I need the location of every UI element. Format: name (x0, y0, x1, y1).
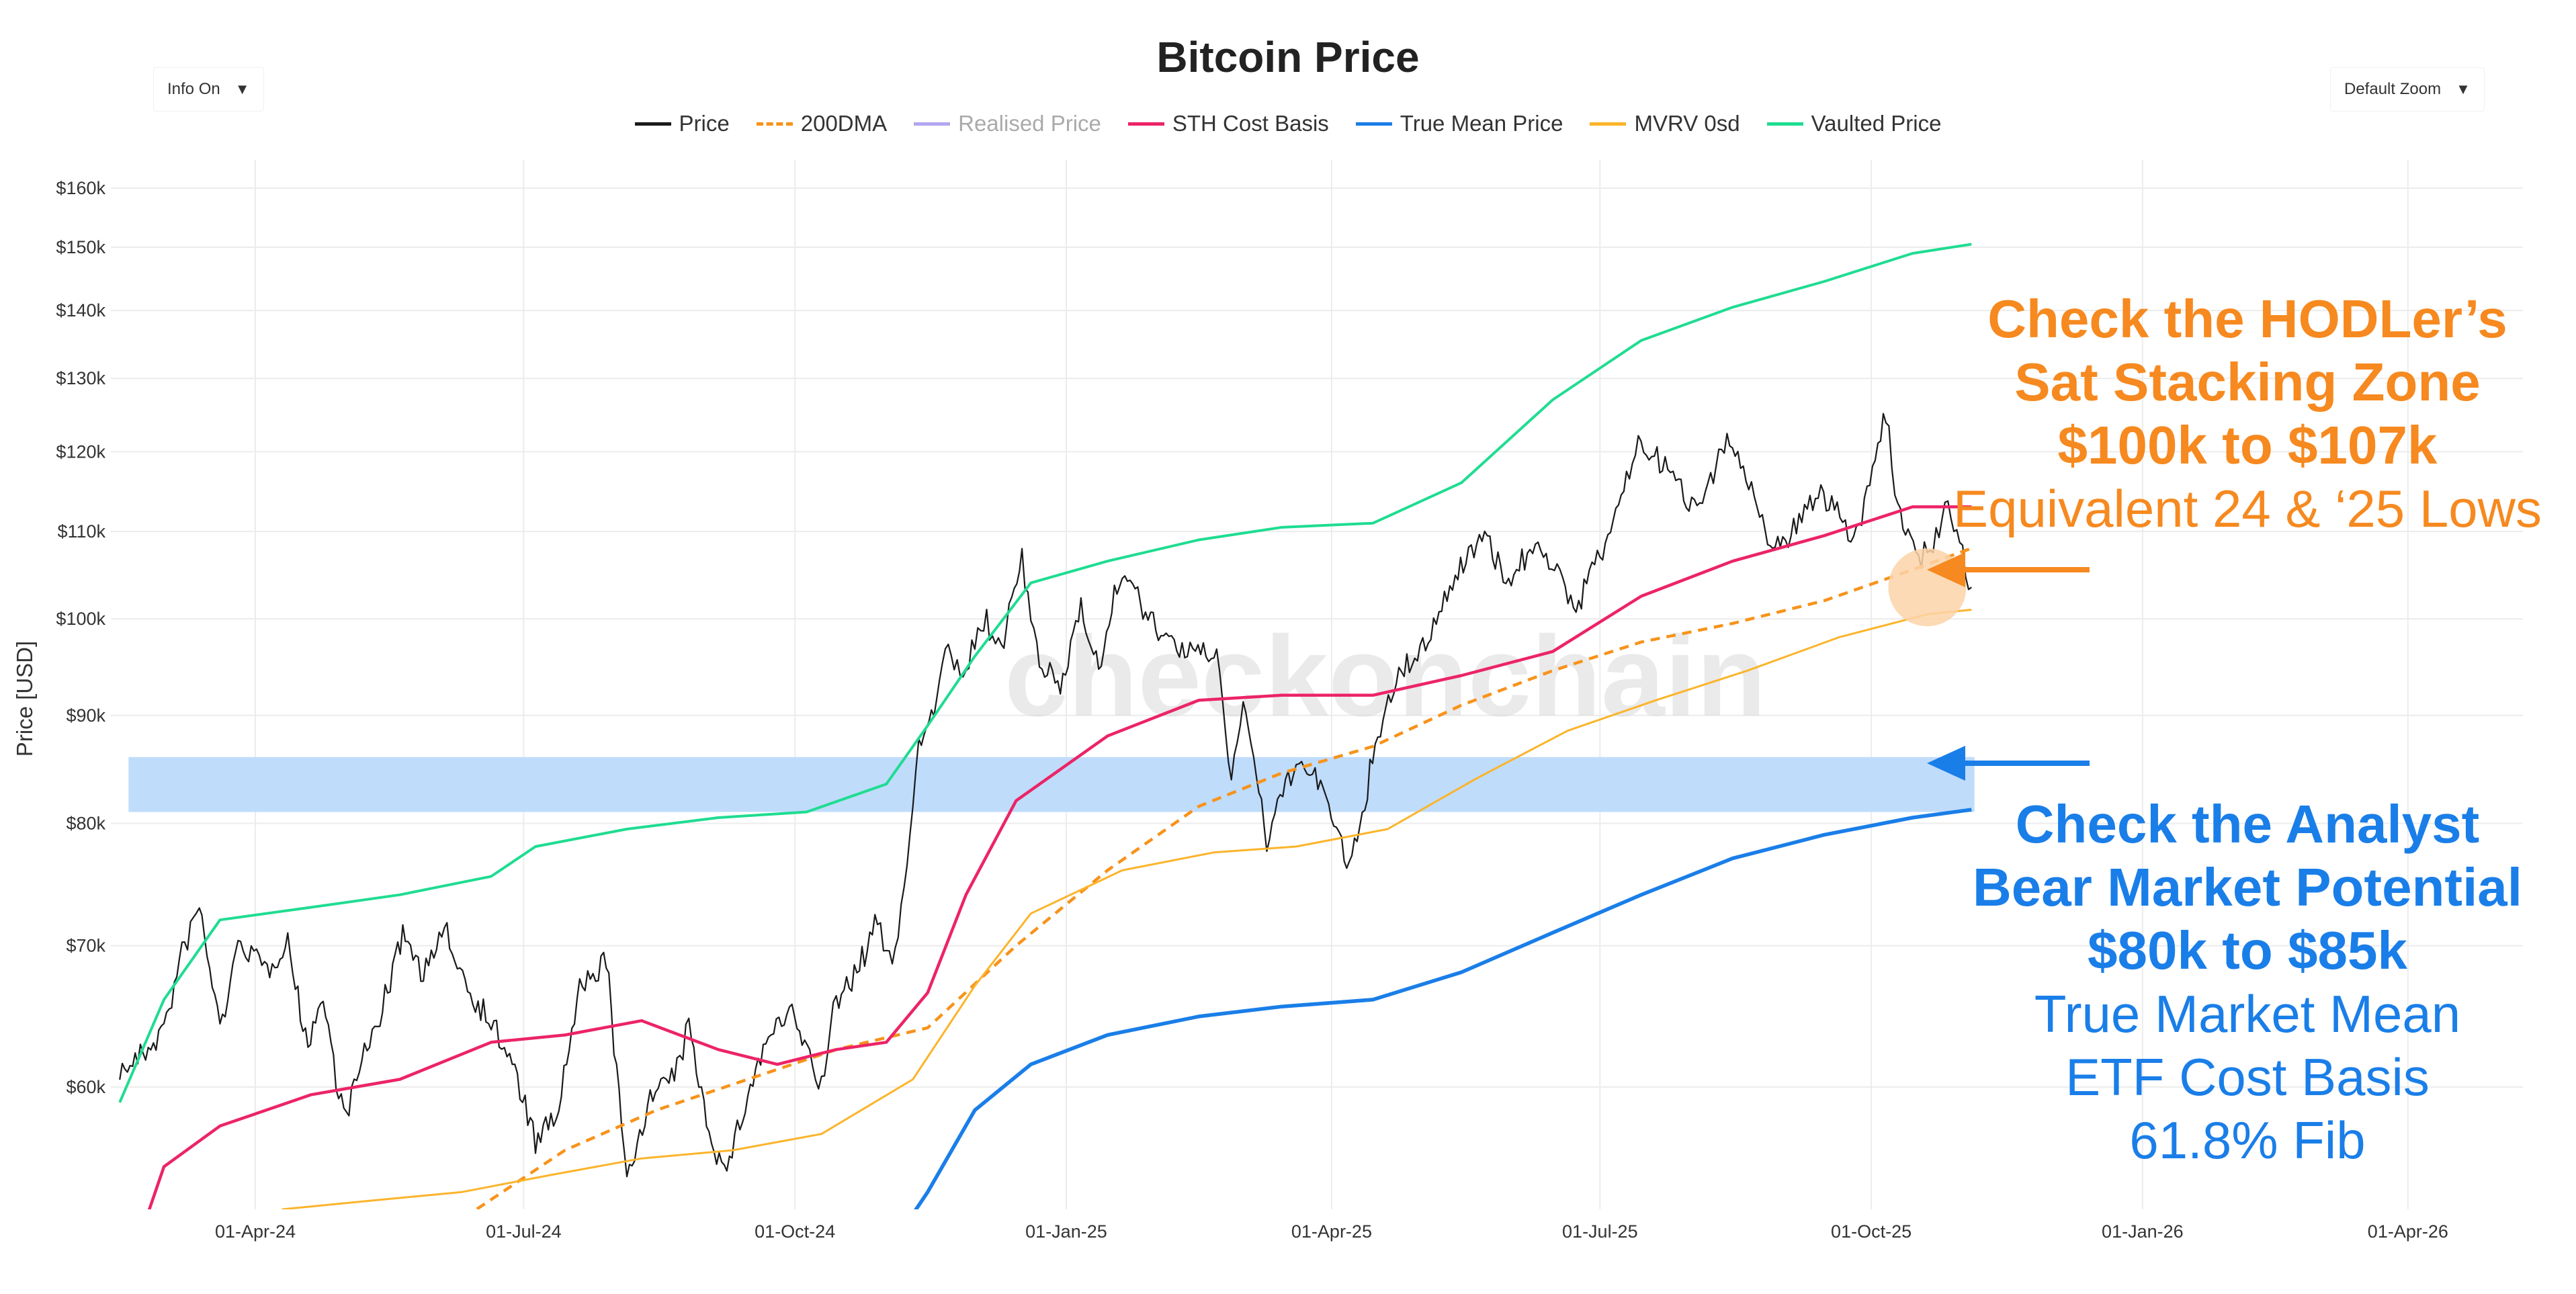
analyst-annotation: Check the Analyst Bear Market Potential … (1935, 793, 2560, 1172)
analyst-sub-1: True Market Mean (2034, 984, 2461, 1043)
y-tick-label: $140k (56, 300, 105, 320)
legend-swatch (914, 122, 951, 126)
y-tick-label: $100k (56, 609, 105, 629)
shaded-zones (128, 757, 1975, 812)
legend-swatch (756, 122, 793, 126)
legend-label: Vaulted Price (1811, 111, 1942, 136)
hodler-annotation: Check the HODLer’s Sat Stacking Zone $10… (1935, 288, 2560, 540)
x-tick-label: 01-Apr-26 (2368, 1221, 2448, 1242)
legend-label: 200DMA (800, 111, 888, 136)
y-tick-label: $160k (56, 178, 105, 198)
hodler-line-1: Check the HODLer’s (1987, 289, 2507, 349)
series-lines (118, 243, 1973, 1209)
chart-legend: Price 200DMA Realised Price STH Cost Basis T… (0, 111, 2576, 136)
series-line-mvrv-0sd (282, 609, 1972, 1209)
x-tick-label: 01-Jul-24 (486, 1221, 562, 1242)
legend-label: Price (679, 111, 730, 136)
x-axis-ticks: 01-Apr-24 01-Jul-24 01-Oct-24 01-Jan-25 01-A… (215, 1221, 2448, 1242)
y-tick-label: $110k (57, 521, 105, 542)
y-tick-label: $120k (56, 441, 105, 462)
legend-item-vaulted-price[interactable]: Vaulted Price (1766, 111, 1942, 136)
info-toggle-label: Info On (167, 80, 220, 98)
analyst-sub-3: 61.8% Fib (2129, 1111, 2366, 1170)
y-tick-label: $130k (56, 368, 105, 388)
chart-title: Bitcoin Price (1156, 33, 1420, 81)
legend-item-realised-price[interactable]: Realised Price (914, 111, 1101, 136)
series-line-sth-cost-basis (147, 505, 1972, 1209)
analyst-line-2: Bear Market Potential (1972, 857, 2523, 917)
hodler-line-3: $100k to $107k (2057, 415, 2438, 475)
y-axis-ticks: $60k $70k $80k $90k $100k $110k $120k $130k $140… (56, 178, 105, 1097)
x-tick-label: 01-Jan-26 (2102, 1221, 2184, 1242)
legend-swatch (1766, 122, 1803, 126)
y-tick-label: $60k (66, 1077, 105, 1097)
legend-swatch (1590, 122, 1627, 126)
analyst-line-3: $80k to $85k (2088, 920, 2407, 980)
y-tick-label: $80k (66, 813, 105, 833)
legend-item-200dma[interactable]: 200DMA (756, 111, 888, 136)
x-tick-label: 01-Apr-25 (1291, 1221, 1372, 1242)
legend-label: True Mean Price (1400, 111, 1563, 136)
orange-arrow-head (1927, 552, 1965, 587)
series-line-200dma (474, 546, 1973, 1209)
legend-swatch (1127, 122, 1164, 126)
hodler-line-2: Sat Stacking Zone (2014, 352, 2481, 412)
x-tick-label: 01-Oct-24 (755, 1221, 835, 1242)
legend-swatch (634, 122, 671, 126)
x-tick-label: 01-Jul-25 (1562, 1221, 1638, 1242)
y-tick-label: $150k (56, 237, 105, 257)
y-tick-label: $90k (66, 705, 105, 726)
legend-label: Realised Price (958, 111, 1101, 136)
y-axis-label: Price [USD] (12, 641, 37, 757)
legend-item-sth-cost-basis[interactable]: STH Cost Basis (1127, 111, 1329, 136)
annotation-arrows (1927, 552, 2090, 781)
legend-swatch (1355, 122, 1392, 126)
zoom-dropdown[interactable]: Default Zoom ▼ (2330, 67, 2485, 112)
series-line-true-mean-price (914, 808, 1972, 1209)
legend-item-mvrv-0sd[interactable]: MVRV 0sd (1590, 111, 1740, 136)
analyst-line-1: Check the Analyst (2015, 794, 2480, 854)
x-tick-label: 01-Apr-24 (215, 1221, 296, 1242)
x-tick-label: 01-Jan-25 (1025, 1221, 1107, 1242)
hodler-sub-1: Equivalent 24 & ‘25 Lows (1953, 479, 2542, 538)
x-tick-label: 01-Oct-25 (1831, 1221, 1912, 1242)
chevron-down-icon: ▼ (234, 81, 250, 97)
series-line-vaulted-price (118, 243, 1972, 1103)
grid-lines (111, 160, 2523, 1209)
series-line-price (119, 413, 1972, 1178)
blue-arrow-head (1927, 746, 1965, 781)
chevron-down-icon: ▼ (2456, 81, 2471, 97)
watermark-text: checkonchain (1004, 613, 1766, 740)
legend-item-price[interactable]: Price (634, 111, 730, 136)
legend-label: MVRV 0sd (1634, 111, 1740, 136)
legend-item-true-mean-price[interactable]: True Mean Price (1355, 111, 1563, 136)
analyst-sub-2: ETF Cost Basis (2065, 1047, 2430, 1107)
y-tick-label: $70k (66, 936, 105, 956)
info-toggle-dropdown[interactable]: Info On ▼ (153, 67, 264, 112)
shaded-zone-0 (128, 757, 1975, 812)
legend-label: STH Cost Basis (1172, 111, 1329, 136)
zoom-label: Default Zoom (2344, 80, 2442, 98)
